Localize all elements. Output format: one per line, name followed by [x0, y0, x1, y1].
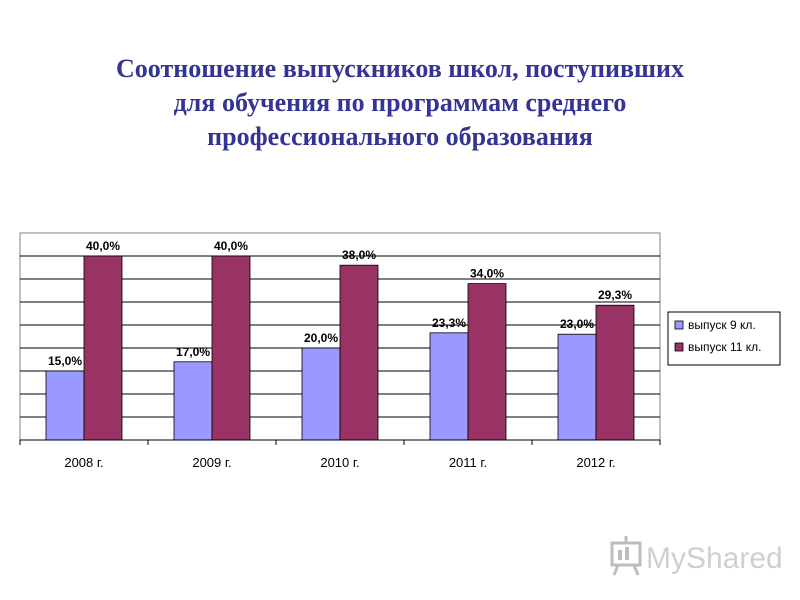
data-label: 17,0% — [176, 345, 210, 359]
bar-grade9 — [557, 333, 597, 441]
x-tick-label: 2010 г. — [320, 455, 359, 470]
bar-grade9 — [301, 347, 341, 441]
slide-title: Соотношение выпускников школ, поступивши… — [20, 52, 780, 154]
title-line-2: для обучения по программам среднего — [173, 88, 627, 117]
bar-grade11 — [211, 255, 251, 441]
data-label: 38,0% — [342, 248, 376, 262]
data-label: 15,0% — [48, 354, 82, 368]
watermark: MyShared — [610, 536, 783, 576]
legend-label: выпуск 11 кл. — [688, 340, 761, 354]
x-tick-label: 2009 г. — [192, 455, 231, 470]
data-labels: 15,0% 17,0% 20,0% 23,3% 23,0% 40,0% 40,0% 38,0%… — [48, 239, 632, 368]
title-line-1: Соотношение выпускников школ, поступивши… — [116, 54, 684, 83]
data-label: 23,3% — [432, 316, 466, 330]
bar-grade11 — [595, 304, 635, 441]
bars — [45, 255, 635, 441]
title-line-3: профессионального образования — [207, 122, 593, 151]
bar-grade11 — [83, 255, 123, 441]
bar-grade11 — [339, 264, 379, 441]
data-label: 23,0% — [560, 317, 594, 331]
projector-screen-icon — [610, 536, 642, 576]
data-label: 20,0% — [304, 331, 338, 345]
x-tick-label: 2011 г. — [449, 455, 487, 470]
bar-grade9 — [429, 332, 469, 441]
data-label: 34,0% — [470, 267, 504, 281]
bar-grade11 — [467, 283, 507, 441]
legend-swatch — [674, 342, 684, 352]
legend-box — [667, 311, 781, 366]
watermark-text: MyShared — [646, 542, 783, 575]
legend: выпуск 9 кл. выпуск 11 кл. — [667, 311, 781, 366]
data-label: 40,0% — [86, 239, 120, 253]
legend-swatch — [674, 320, 684, 330]
legend-label: выпуск 9 кл. — [688, 318, 756, 332]
x-tick-label: 2008 г. — [64, 455, 103, 470]
bar-grade9 — [45, 370, 85, 441]
x-axis: 2008 г. 2009 г. 2010 г. 2011 г. 2012 г. — [19, 439, 661, 470]
data-label: 40,0% — [214, 239, 248, 253]
bar-grade9 — [173, 361, 213, 441]
data-label: 29,3% — [598, 288, 632, 302]
x-tick-label: 2012 г. — [576, 455, 615, 470]
